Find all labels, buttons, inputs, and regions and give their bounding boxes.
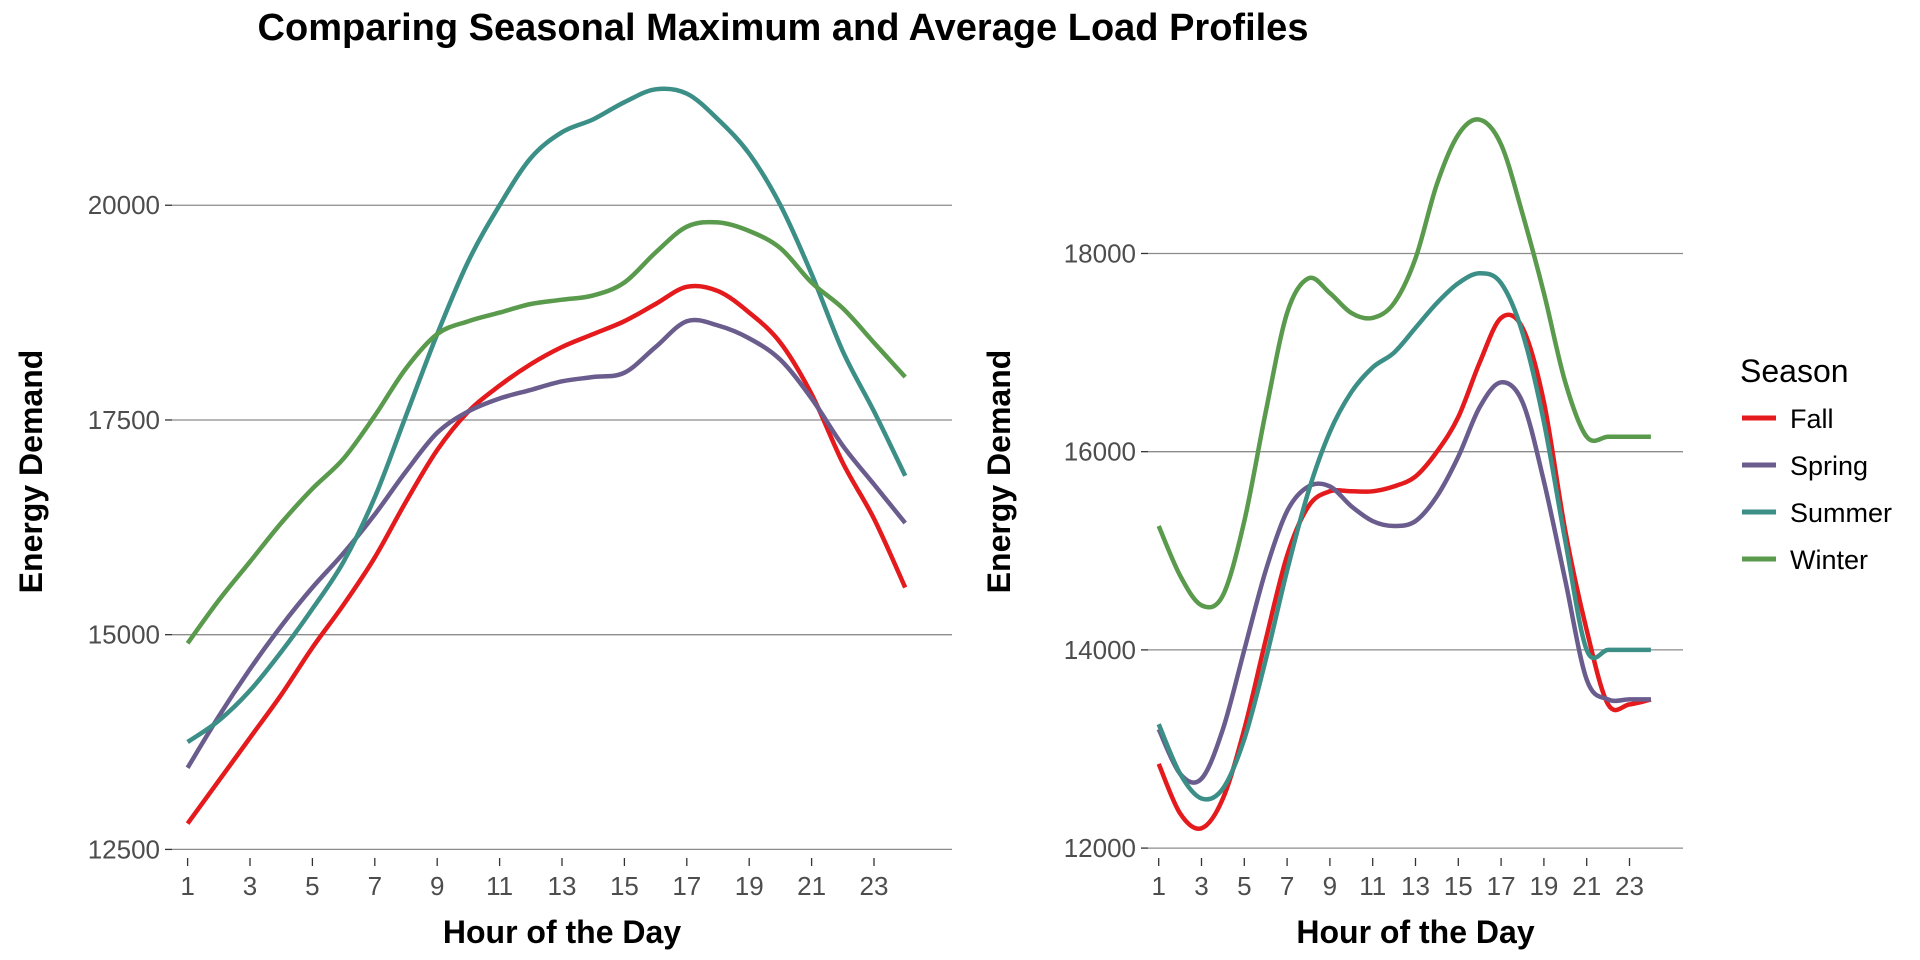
x-axis-title: Hour of the Day <box>443 914 681 950</box>
x-tick-label: 3 <box>243 871 257 901</box>
x-tick-label: 9 <box>1323 871 1337 901</box>
x-tick-label: 19 <box>735 871 764 901</box>
series-line-fall <box>185 283 908 825</box>
x-tick-label: 7 <box>1280 871 1294 901</box>
series-line-spring <box>1156 379 1651 785</box>
y-tick-label: 15000 <box>88 620 160 650</box>
x-axis-title: Hour of the Day <box>1296 914 1534 950</box>
x-tick-label: 7 <box>368 871 382 901</box>
x-tick-label: 3 <box>1194 871 1208 901</box>
x-tick-label: 13 <box>1401 871 1430 901</box>
x-tick-label: 13 <box>548 871 577 901</box>
x-tick-label: 19 <box>1529 871 1558 901</box>
x-tick-label: 11 <box>486 871 513 901</box>
x-tick-label: 5 <box>305 871 319 901</box>
legend-title: Season <box>1740 353 1849 389</box>
x-tick-label: 1 <box>180 871 194 901</box>
x-tick-label: 21 <box>797 871 826 901</box>
legend-label-summer: Summer <box>1790 498 1892 528</box>
legend-label-spring: Spring <box>1790 451 1868 481</box>
y-tick-label: 12000 <box>1064 833 1136 863</box>
x-tick-label: 11 <box>1359 871 1386 901</box>
x-tick-label: 1 <box>1151 871 1165 901</box>
y-tick-label: 20000 <box>88 190 160 220</box>
y-tick-label: 16000 <box>1064 437 1136 467</box>
y-tick-label: 12500 <box>88 834 160 864</box>
y-axis-title: Energy Demand <box>13 350 49 594</box>
x-tick-label: 5 <box>1237 871 1251 901</box>
y-tick-label: 14000 <box>1064 635 1136 665</box>
series-line-spring <box>185 317 907 769</box>
series-line-winter <box>1156 117 1651 610</box>
series-line-summer <box>1156 271 1651 802</box>
y-tick-label: 18000 <box>1064 238 1136 268</box>
x-tick-label: 23 <box>860 871 889 901</box>
x-tick-label: 23 <box>1615 871 1644 901</box>
chart-title: Comparing Seasonal Maximum and Average L… <box>258 7 1309 49</box>
legend: Season Fall Spring Summer Winter <box>1740 353 1892 575</box>
x-tick-label: 15 <box>610 871 639 901</box>
series-line-summer <box>186 86 908 744</box>
legend-label-winter: Winter <box>1790 545 1868 575</box>
series-line-winter <box>185 219 907 645</box>
x-tick-label: 17 <box>672 871 701 901</box>
y-tick-label: 17500 <box>88 405 160 435</box>
legend-items: Fall Spring Summer Winter <box>1742 404 1892 575</box>
x-tick-label: 21 <box>1572 871 1601 901</box>
legend-label-fall: Fall <box>1790 404 1834 434</box>
x-tick-label: 9 <box>430 871 444 901</box>
y-axis-title: Energy Demand <box>981 350 1017 594</box>
x-tick-label: 17 <box>1487 871 1516 901</box>
x-tick-label: 15 <box>1444 871 1473 901</box>
